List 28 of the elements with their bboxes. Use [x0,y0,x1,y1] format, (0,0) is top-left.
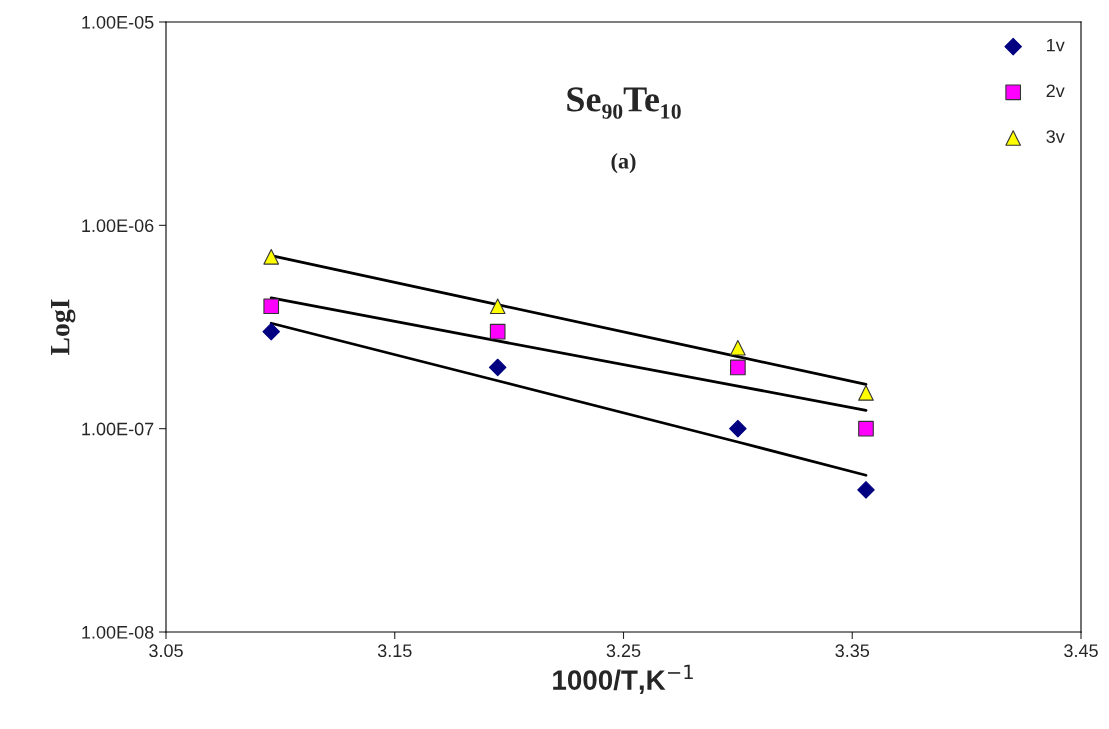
point [262,322,280,341]
point [858,385,874,401]
x-tick-label: 3.15 [377,644,412,658]
y-tick-label: 1.00E-06 [82,219,154,233]
point [730,359,746,376]
legend-label: 2v [1046,84,1065,98]
x-tick-label: 3.45 [1064,644,1098,658]
point [489,323,506,340]
y-axis-title: LogI [51,299,76,356]
annotation: (a) [611,152,636,174]
point [488,358,507,377]
legend-label: 1v [1047,38,1065,52]
point [730,339,746,356]
x-tick-label: 3.35 [835,644,870,658]
legend-label: 3v [1046,130,1065,143]
y-tick-label: 1.00E-08 [82,625,154,639]
x-tick-label: 3.05 [149,644,183,658]
point [729,419,747,438]
x-axis-title: 1000/T,K$^{−1}$ [553,664,693,694]
text: Se₉₀Te₁₀ [567,87,681,119]
y-tick-label: 1.00E-05 [82,15,154,29]
y-tick-label: 1.00E-07 [82,422,154,436]
point [263,298,280,315]
point [489,298,506,315]
point [857,481,875,499]
x-tick-label: 3.25 [606,644,641,658]
point [263,248,280,265]
point [858,420,874,437]
